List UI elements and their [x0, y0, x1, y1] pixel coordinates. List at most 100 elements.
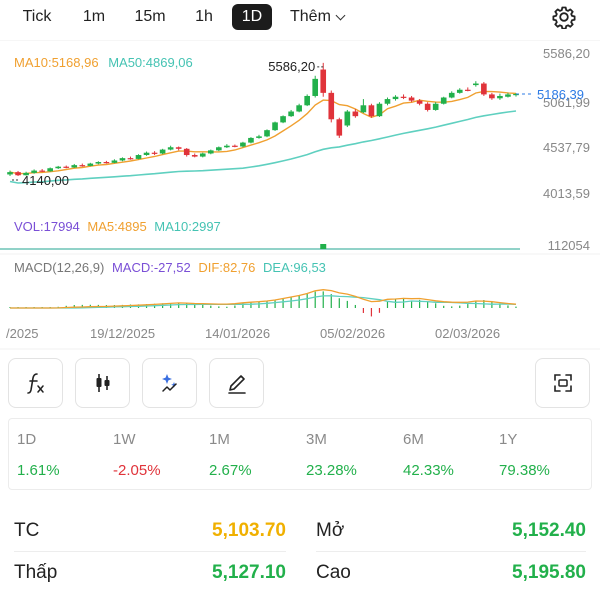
candle-body [304, 95, 310, 106]
vol-label: VOL:17994 [14, 219, 80, 234]
open-label: Mở [316, 520, 345, 541]
ma10-label: MA10:5168,96 [14, 55, 99, 70]
perf-period-label: 6M [403, 431, 424, 448]
perf-change-value: 79.38% [499, 462, 550, 479]
x-axis-label: 02/03/2026 [435, 326, 500, 341]
candle-body [95, 162, 102, 164]
tab-1m[interactable]: 1m [82, 8, 106, 25]
macd-histogram-bar [210, 305, 212, 308]
macd-histogram-bar [338, 298, 340, 308]
macd-histogram-bar [370, 308, 373, 317]
candle-body [440, 97, 447, 104]
tab-tick[interactable]: Tick [22, 8, 52, 25]
fullscreen-icon [553, 374, 572, 392]
candle-body [216, 147, 222, 151]
macd-histogram-bar [322, 291, 324, 308]
draw-button[interactable] [209, 358, 264, 408]
dif-label: DIF:82,76 [198, 260, 256, 275]
pencil-icon [227, 375, 246, 394]
volume-bar [320, 244, 327, 249]
macd-histogram-bar [346, 300, 348, 308]
price-chart[interactable]: 5586,20 5061,99 4537,79 4013,59 5586,20 4140,… [0, 40, 600, 350]
open-value: 5,152.40 [512, 520, 586, 541]
dif-line [10, 289, 517, 309]
fullscreen-button[interactable] [535, 358, 590, 408]
gear-icon[interactable] [552, 5, 576, 29]
candle-body [497, 95, 503, 99]
ma50-line [9, 110, 517, 184]
candle-body [71, 165, 78, 168]
candle-body [392, 96, 399, 100]
min-price-label: 4140,00 [22, 173, 69, 188]
candle-body [111, 160, 118, 163]
tab-15m[interactable]: 15m [134, 8, 166, 25]
macd-histogram-bar [386, 301, 389, 308]
high-value: 5,195.80 [512, 562, 586, 583]
candle-body [63, 166, 70, 168]
y-axis-label: 5586,20 [543, 46, 590, 61]
y-axis-label: 4013,59 [543, 186, 590, 201]
candle-body [87, 163, 94, 166]
macd-title: MACD(12,26,9) [14, 260, 105, 275]
candle-body [432, 103, 439, 110]
candle-body [360, 105, 367, 113]
x-axis-label: 19/12/2025 [90, 326, 155, 341]
candle-body [424, 103, 431, 110]
candle-body [224, 145, 230, 148]
candle-body [368, 105, 375, 117]
perf-period-label: 1W [113, 431, 136, 448]
perf-change-value: 42.33% [403, 462, 454, 479]
ma10-line [9, 90, 517, 175]
candle-body [39, 170, 45, 172]
candle-body [352, 111, 359, 117]
macd-histogram-bar [218, 306, 220, 308]
chart-canvas[interactable]: 5586,20 5061,99 4537,79 4013,59 5586,20 4140,… [0, 40, 600, 350]
macd-histogram-bar [427, 301, 429, 308]
macd-histogram-bar [242, 303, 244, 308]
ma-legend: MA10:5168,96 MA50:4869,06 [14, 55, 193, 70]
candle-body [288, 111, 294, 117]
indicator-function-button[interactable] [8, 358, 63, 408]
macd-histogram-bar [314, 291, 316, 308]
candle-body [207, 150, 214, 154]
dea-line [10, 295, 517, 309]
price-row-1: TC 5,103.70 Mở 5,152.40 [0, 512, 600, 552]
candle-body [481, 83, 487, 95]
tab-1d[interactable]: 1D [232, 4, 272, 30]
macd-histogram-bar [451, 306, 453, 308]
divider [14, 551, 286, 552]
macd-histogram-bar [194, 304, 196, 308]
candlestick-icon [96, 374, 109, 392]
candle-body [400, 96, 407, 98]
candle-body [272, 122, 278, 131]
tc-label: TC [14, 520, 40, 541]
candle-body [31, 170, 37, 173]
tab-more[interactable]: Thêm [290, 4, 360, 30]
candle-body [456, 89, 463, 93]
candle-body [280, 116, 286, 123]
macd-histogram-bar [402, 297, 405, 308]
macd-legend: MACD(12,26,9) MACD:-27,52 DIF:82,76 DEA:… [14, 260, 326, 275]
macd-histogram-bar [467, 304, 469, 308]
candle-body [183, 148, 190, 156]
tab-1h[interactable]: 1h [195, 8, 213, 25]
macd-histogram-bar [515, 306, 517, 308]
macd-histogram-bar [499, 303, 501, 308]
candle-body [240, 142, 246, 147]
dea-label: DEA:96,53 [263, 260, 326, 275]
macd-histogram-bar [475, 300, 477, 308]
perf-period-label: 1D [17, 431, 37, 448]
x-axis-label: 05/02/2026 [320, 326, 385, 341]
function-icon [26, 373, 44, 394]
ai-sparkle-button[interactable] [142, 358, 197, 408]
macd-histogram-bar [394, 298, 397, 308]
perf-change-value: -2.05% [113, 462, 161, 479]
candle-body [408, 97, 415, 101]
candle-body [159, 149, 166, 154]
candle-body [256, 136, 262, 138]
max-price-label: 5586,20 [268, 59, 315, 74]
candle-body [448, 92, 455, 98]
macd-histogram-bar [266, 301, 268, 308]
candlestick-type-button[interactable] [75, 358, 130, 408]
macd-histogram-bar [258, 301, 260, 308]
